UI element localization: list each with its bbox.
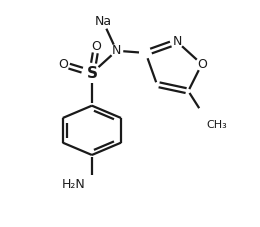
- Text: O: O: [58, 58, 68, 71]
- Text: Na: Na: [95, 15, 112, 28]
- Text: CH₃: CH₃: [206, 120, 227, 130]
- Text: H₂N: H₂N: [61, 178, 85, 191]
- Text: N: N: [172, 35, 182, 48]
- Text: S: S: [86, 66, 98, 81]
- Text: O: O: [197, 58, 207, 71]
- Text: N: N: [112, 44, 121, 57]
- Text: O: O: [92, 40, 101, 53]
